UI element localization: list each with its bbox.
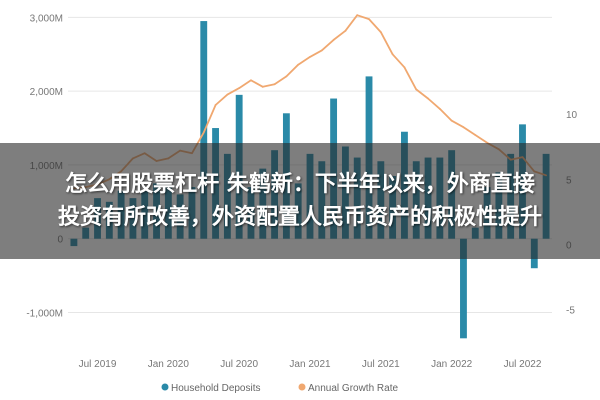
legend: Household Deposits Annual Growth Rate <box>161 383 398 394</box>
line-point <box>356 14 359 17</box>
legend-marker-annual-growth-rate <box>298 383 306 391</box>
line-point <box>297 63 300 66</box>
line-point <box>450 119 453 122</box>
headline-overlay: 怎么用股票杠杆 朱鹤新：下半年以来，外商直接 投资有所改善，外资配置人民币资产的… <box>0 143 600 259</box>
x-tick-label: Jul 2021 <box>362 359 400 370</box>
legend-label-annual-growth-rate: Annual Growth Rate <box>308 383 398 394</box>
y-left-tick-label: 2,000M <box>30 87 63 98</box>
line-point <box>238 87 241 90</box>
y-left-tick-label: 3,000M <box>30 13 63 24</box>
line-point <box>438 108 441 110</box>
line-point <box>250 79 252 82</box>
legend-label-household-deposits: Household Deposits <box>171 383 261 394</box>
line-point <box>214 104 217 106</box>
legend-marker-household-deposits <box>161 383 169 391</box>
line-point <box>462 126 465 129</box>
line-point <box>202 131 205 134</box>
x-tick-label: Jan 2021 <box>289 359 331 370</box>
headline-line-2: 投资有所改善，外资配置人民币资产的积极性提升 <box>57 205 542 230</box>
x-tick-label: Jan 2022 <box>431 359 473 370</box>
x-tick-label: Jul 2019 <box>79 359 117 370</box>
line-point <box>285 75 288 78</box>
bar <box>200 21 208 239</box>
headline-line-1: 怎么用股票杠杆 朱鹤新：下半年以来，外商直接 <box>65 172 535 197</box>
line-point <box>226 93 229 96</box>
line-point <box>391 53 394 56</box>
line-point <box>368 18 370 21</box>
x-tick-label: Jul 2022 <box>504 359 542 370</box>
line-point <box>344 29 347 32</box>
x-axis: Jul 2019 Jan 2020 Jul 2020 Jan 2021 Jul 2021… <box>79 359 542 370</box>
x-tick-label: Jul 2020 <box>220 359 258 370</box>
line-point <box>273 83 276 86</box>
line-point <box>261 85 264 88</box>
y-right-tick-label: -5 <box>566 305 575 316</box>
line-point <box>474 134 477 136</box>
line-point <box>427 97 429 100</box>
y-left-tick-label: -1,000M <box>26 308 63 319</box>
x-tick-label: Jan 2020 <box>148 359 190 370</box>
line-point <box>415 88 418 91</box>
y-right-tick-label: 10 <box>566 110 578 121</box>
line-point <box>309 55 311 58</box>
line-point <box>379 31 382 34</box>
bar <box>460 238 467 339</box>
line-point <box>332 39 335 41</box>
line-point <box>403 66 406 69</box>
line-point <box>320 49 323 52</box>
